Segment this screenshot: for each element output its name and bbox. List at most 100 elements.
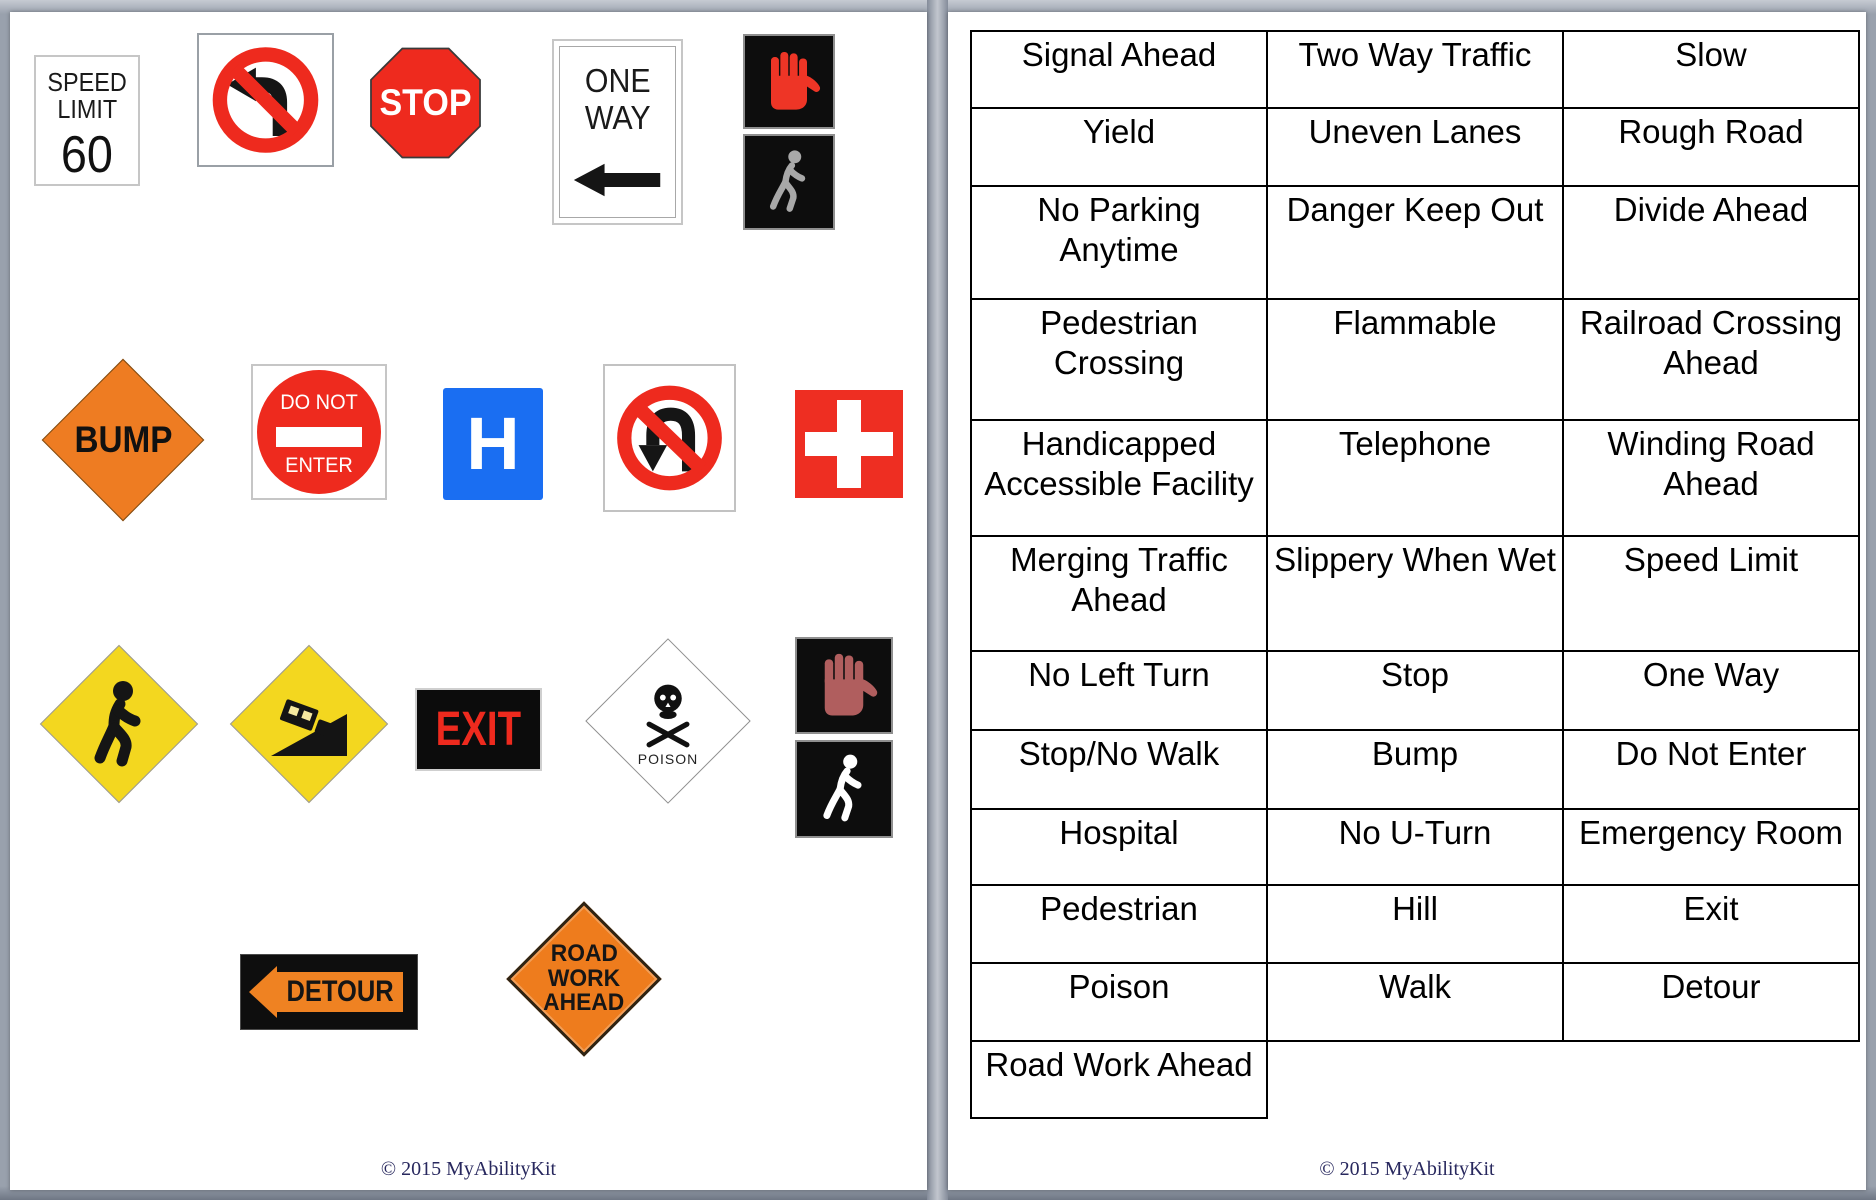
road-work-ahead-sign: ROAD WORK AHEAD	[505, 900, 663, 1058]
white-walker-icon	[823, 754, 862, 822]
page-divider	[927, 0, 948, 1200]
table-cell: Handicapped Accessible Facility	[970, 419, 1268, 537]
speed-limit-sign: SPEED LIMIT 60	[34, 55, 140, 186]
skull-crossbones-icon	[646, 684, 690, 747]
page-left-signs: SPEED LIMIT 60 STOP ONE WAY	[10, 12, 927, 1190]
table-row: Yield Uneven Lanes Rough Road	[970, 107, 1860, 187]
table-cell: Hill	[1266, 884, 1564, 964]
no-left-turn-icon	[212, 47, 319, 153]
table-cell: Emergency Room	[1562, 808, 1860, 886]
detour-sign: DETOUR	[240, 954, 418, 1030]
left-page-footer: © 2015 MyAbilityKit	[380, 1158, 557, 1180]
table-row: Handicapped Accessible Facility Telephon…	[970, 419, 1860, 537]
walk-signal	[795, 740, 893, 838]
table-cell: Merging Traffic Ahead	[970, 535, 1268, 652]
do-not-enter-circle: DO NOT ENTER	[257, 370, 381, 494]
table-cell: Stop/No Walk	[970, 729, 1268, 810]
table-row: Hospital No U-Turn Emergency Room	[970, 808, 1860, 886]
one-way-word2: WAY	[584, 98, 651, 136]
road-work-word3: AHEAD	[543, 989, 625, 1017]
pedestrian-sign	[39, 644, 199, 804]
pedestrian-icon	[94, 681, 141, 767]
table-row: Stop/No Walk Bump Do Not Enter	[970, 729, 1860, 810]
stop-label: STOP	[379, 82, 472, 123]
cross-horizontal	[804, 432, 894, 456]
sign-names-table: Signal Ahead Two Way Traffic Slow Yield …	[970, 30, 1860, 1119]
table-row: Poison Walk Detour	[970, 962, 1860, 1042]
emergency-room-sign	[795, 390, 903, 498]
bump-sign: BUMP	[40, 358, 206, 522]
table-cell: Signal Ahead	[970, 30, 1268, 109]
bump-label: BUMP	[73, 419, 173, 460]
road-work-word2: WORK	[547, 964, 621, 992]
truck-on-hill-icon	[271, 699, 347, 756]
no-u-turn-icon	[617, 385, 722, 491]
table-row: Road Work Ahead	[970, 1040, 1859, 1119]
table-cell: No Parking Anytime	[970, 185, 1268, 300]
no-left-turn-sign	[197, 33, 334, 167]
muted-hand-icon	[824, 653, 878, 716]
hospital-label: H	[466, 402, 520, 485]
page-right-table: Signal Ahead Two Way Traffic Slow Yield …	[948, 12, 1866, 1190]
table-cell: Slippery When Wet	[1266, 535, 1564, 652]
hospital-sign: H	[443, 388, 543, 500]
table-row: Pedestrian Crossing Flammable Railroad C…	[970, 298, 1860, 421]
table-cell: Divide Ahead	[1562, 185, 1860, 300]
table-cell: Flammable	[1266, 298, 1564, 421]
table-cell: Do Not Enter	[1562, 729, 1860, 810]
table-cell: Bump	[1266, 729, 1564, 810]
no-walk-signal	[743, 134, 835, 230]
left-arrow-icon	[573, 163, 660, 197]
table-cell: Two Way Traffic	[1266, 30, 1564, 109]
table-row: No Left Turn Stop One Way	[970, 650, 1860, 731]
table-cell: Pedestrian Crossing	[970, 298, 1268, 421]
table-cell: Danger Keep Out	[1266, 185, 1564, 300]
table-row: No Parking Anytime Danger Keep Out Divid…	[970, 185, 1860, 300]
table-cell: Poison	[970, 962, 1268, 1042]
do-not-enter-word2: ENTER	[285, 453, 353, 477]
table-cell-empty	[1267, 1041, 1563, 1118]
table-cell: Uneven Lanes	[1266, 107, 1564, 187]
table-cell-empty	[1563, 1041, 1859, 1118]
table-cell: Pedestrian	[970, 884, 1268, 964]
table-cell: Slow	[1562, 30, 1860, 109]
table-cell: Hospital	[970, 808, 1268, 886]
right-page-footer: © 2015 MyAbilityKit	[1319, 1158, 1495, 1180]
table-cell: Telephone	[1266, 419, 1564, 537]
table-row: Merging Traffic Ahead Slippery When Wet …	[970, 535, 1860, 652]
detour-label: DETOUR	[286, 975, 394, 1008]
table-cell: Detour	[1562, 962, 1860, 1042]
poison-sign: POISON	[585, 638, 751, 804]
poison-label: POISON	[637, 750, 699, 767]
table-cell: Yield	[970, 107, 1268, 187]
one-way-sign: ONE WAY	[552, 39, 683, 225]
table-row: Pedestrian Hill Exit	[970, 884, 1860, 964]
no-u-turn-sign	[603, 364, 736, 512]
table-cell: No Left Turn	[970, 650, 1268, 731]
speed-limit-word2: LIMIT	[57, 94, 117, 125]
do-not-enter-bar	[275, 427, 363, 447]
table-cell: Walk	[1266, 962, 1564, 1042]
exit-sign: EXIT	[415, 688, 542, 771]
gray-walker-icon	[769, 150, 806, 212]
do-not-enter-word1: DO NOT	[280, 391, 358, 415]
one-way-word1: ONE	[584, 62, 651, 99]
table-cell: Exit	[1562, 884, 1860, 964]
exit-label: EXIT	[435, 703, 522, 756]
stop-octagon-icon	[370, 47, 481, 159]
table-cell: Rough Road	[1562, 107, 1860, 187]
do-not-enter-sign: DO NOT ENTER	[251, 364, 387, 500]
detour-arrow-icon	[249, 966, 277, 1018]
road-work-word1: ROAD	[550, 939, 618, 967]
red-hand-icon	[771, 51, 821, 110]
table-cell: No U-Turn	[1266, 808, 1564, 886]
table-cell: Winding Road Ahead	[1562, 419, 1860, 537]
table-cell: Stop	[1266, 650, 1564, 731]
table-cell: Road Work Ahead	[970, 1040, 1268, 1119]
table-cell: Speed Limit	[1562, 535, 1860, 652]
speed-limit-value: 60	[60, 125, 114, 184]
stop-sign: STOP	[367, 45, 484, 161]
speed-limit-word1: SPEED	[47, 67, 127, 97]
hill-sign	[229, 644, 389, 804]
